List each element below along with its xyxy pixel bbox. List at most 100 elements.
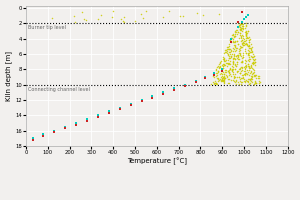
Point xyxy=(251,82,256,85)
Point xyxy=(240,38,244,41)
Point xyxy=(243,64,248,67)
Point xyxy=(244,64,249,67)
Point xyxy=(246,54,250,57)
Point xyxy=(183,85,188,88)
Point xyxy=(244,15,249,19)
Point xyxy=(214,69,218,72)
Point xyxy=(222,77,226,80)
Point xyxy=(213,74,218,77)
Point xyxy=(247,53,252,56)
Point xyxy=(250,80,254,83)
Point xyxy=(238,45,243,48)
Point xyxy=(238,47,242,50)
Point xyxy=(236,31,241,34)
Point xyxy=(217,66,221,70)
Point xyxy=(238,78,243,81)
Point xyxy=(225,46,230,49)
Point xyxy=(236,54,241,57)
Point xyxy=(246,65,250,68)
Point xyxy=(243,70,248,73)
Point xyxy=(222,79,227,82)
Point xyxy=(243,39,248,42)
Point xyxy=(240,44,245,47)
Point xyxy=(238,40,243,43)
Point xyxy=(241,36,246,40)
Point xyxy=(214,82,218,85)
Point xyxy=(245,29,250,33)
Point xyxy=(249,50,254,53)
Point xyxy=(220,67,225,71)
Point xyxy=(202,75,207,79)
Point xyxy=(133,20,137,23)
Point xyxy=(238,36,243,39)
Point xyxy=(237,82,242,85)
Point xyxy=(230,68,235,71)
Point xyxy=(226,51,231,54)
Point xyxy=(223,64,228,67)
Point xyxy=(214,82,218,85)
Point xyxy=(221,66,226,69)
Point xyxy=(237,36,242,40)
Point xyxy=(241,53,245,56)
Point xyxy=(253,81,258,84)
Point xyxy=(244,24,248,27)
Point xyxy=(238,27,243,30)
Point xyxy=(230,34,234,37)
Point xyxy=(234,46,239,49)
Point xyxy=(235,40,240,43)
Point xyxy=(220,76,225,79)
Point xyxy=(219,80,224,83)
Point xyxy=(251,73,256,76)
Point xyxy=(229,52,234,55)
Point xyxy=(235,53,239,57)
Point xyxy=(219,60,224,63)
Point xyxy=(247,40,251,43)
Point xyxy=(231,76,236,79)
Point xyxy=(232,41,237,44)
Point xyxy=(202,77,207,80)
Point xyxy=(244,24,248,28)
Point xyxy=(167,10,172,13)
Point xyxy=(251,71,256,75)
Point xyxy=(249,51,254,54)
Point xyxy=(224,58,229,61)
Point xyxy=(235,71,240,74)
Point xyxy=(241,41,246,44)
Point xyxy=(230,66,235,69)
Point xyxy=(234,79,239,82)
Point xyxy=(242,78,247,81)
Point xyxy=(237,67,242,70)
Point xyxy=(220,79,225,82)
Point xyxy=(235,63,240,66)
Point xyxy=(220,68,225,71)
Point xyxy=(250,56,254,59)
Point xyxy=(225,75,230,78)
Point xyxy=(241,39,246,42)
Y-axis label: Kiln depth [m]: Kiln depth [m] xyxy=(6,51,12,101)
Point xyxy=(211,71,216,75)
Point xyxy=(161,91,166,94)
Point xyxy=(250,51,255,54)
Point xyxy=(249,70,254,73)
Point xyxy=(238,23,243,26)
Point xyxy=(246,80,250,84)
Point xyxy=(183,83,188,86)
Point xyxy=(178,15,183,18)
Point xyxy=(230,47,235,50)
Point xyxy=(252,58,257,61)
Point xyxy=(243,42,248,45)
Point xyxy=(239,60,244,63)
Point xyxy=(222,77,226,80)
Point xyxy=(121,16,126,19)
Point xyxy=(235,28,239,31)
Point xyxy=(239,22,244,25)
Point xyxy=(246,59,251,62)
Point xyxy=(249,78,254,81)
Point xyxy=(242,43,247,47)
Point xyxy=(250,74,254,78)
Point xyxy=(221,64,226,67)
Point xyxy=(237,72,242,75)
Point xyxy=(241,25,246,28)
Point xyxy=(240,24,245,27)
Point xyxy=(211,75,215,78)
